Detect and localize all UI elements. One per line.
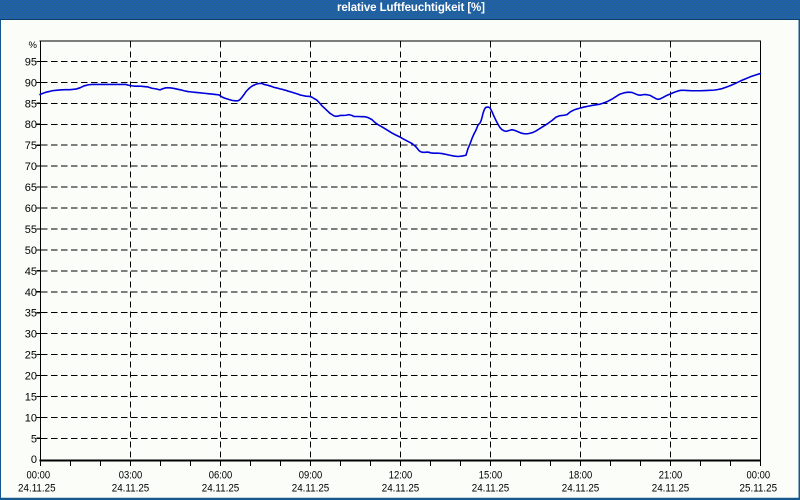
svg-text:60: 60: [25, 203, 37, 215]
svg-text:0: 0: [31, 454, 37, 466]
svg-text:%: %: [29, 40, 38, 51]
svg-text:95: 95: [25, 56, 37, 68]
svg-text:03:00: 03:00: [119, 469, 143, 481]
svg-text:35: 35: [25, 308, 37, 320]
svg-text:18:00: 18:00: [569, 469, 593, 481]
svg-text:85: 85: [25, 98, 37, 110]
svg-text:50: 50: [25, 245, 37, 257]
svg-text:45: 45: [25, 266, 37, 278]
svg-text:70: 70: [25, 161, 37, 173]
svg-text:24.11.25: 24.11.25: [472, 483, 510, 495]
svg-text:75: 75: [25, 140, 37, 152]
svg-text:25: 25: [25, 350, 37, 362]
svg-text:80: 80: [25, 119, 37, 131]
svg-text:24.11.25: 24.11.25: [382, 483, 420, 495]
svg-text:24.11.25: 24.11.25: [112, 483, 150, 495]
svg-text:24.11.25: 24.11.25: [18, 483, 56, 495]
svg-text:90: 90: [25, 77, 37, 89]
svg-text:00:00: 00:00: [27, 469, 51, 481]
svg-text:40: 40: [25, 287, 37, 299]
svg-text:24.11.25: 24.11.25: [562, 483, 600, 495]
svg-text:55: 55: [25, 224, 37, 236]
svg-text:15: 15: [25, 391, 37, 403]
svg-text:06:00: 06:00: [209, 469, 233, 481]
svg-text:5: 5: [31, 433, 37, 445]
svg-text:15:00: 15:00: [479, 469, 503, 481]
svg-text:09:00: 09:00: [299, 469, 323, 481]
svg-text:25.11.25: 25.11.25: [740, 483, 778, 495]
svg-text:10: 10: [25, 412, 37, 424]
svg-text:12:00: 12:00: [389, 469, 413, 481]
svg-text:24.11.25: 24.11.25: [292, 483, 330, 495]
svg-text:21:00: 21:00: [659, 469, 683, 481]
svg-text:00:00: 00:00: [747, 469, 771, 481]
svg-text:24.11.25: 24.11.25: [652, 483, 690, 495]
svg-text:65: 65: [25, 182, 37, 194]
svg-text:20: 20: [25, 371, 37, 383]
svg-text:24.11.25: 24.11.25: [202, 483, 240, 495]
svg-text:30: 30: [25, 329, 37, 341]
